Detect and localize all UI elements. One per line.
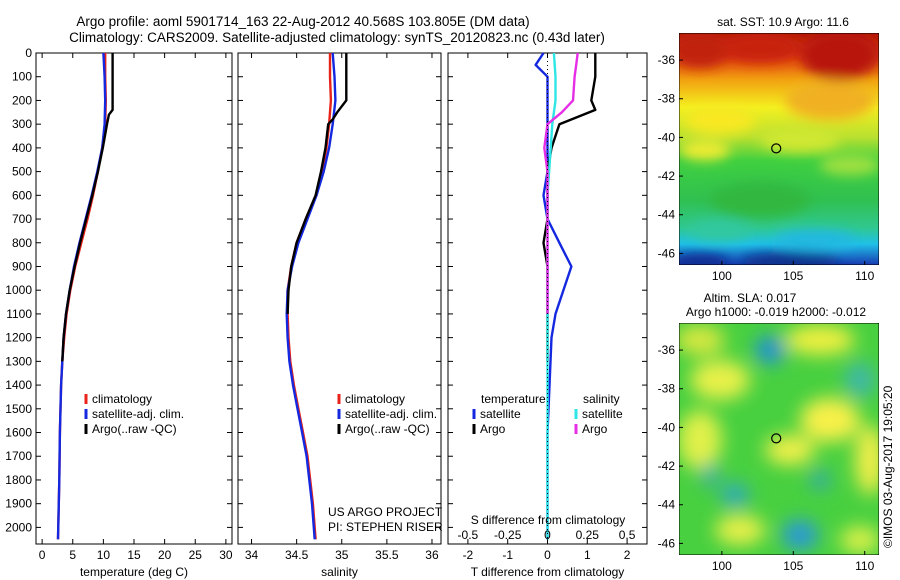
sla-map-ytick-label: -42 [658,459,676,473]
sst-map-xtick-label: 110 [855,269,874,283]
depth-tick-label: 200 [12,93,32,107]
difference-xtick-label: 1 [584,548,591,562]
sst-map-xtick-label: 105 [783,269,803,283]
temperature-xtick-label: 30 [219,548,233,562]
depth-tick-label: 1100 [6,307,32,321]
depth-tick-label: 1300 [5,354,32,368]
temperature-legend-label: satellite-adj. clim. [92,407,184,421]
salinity-xtick-label: 35.5 [375,548,399,562]
project-annotation: US ARGO PROJECT [328,505,443,519]
diff-legend-label: satellite [582,407,623,421]
diff-xtick2-label: 0 [544,528,551,542]
salinity-legend-label: Argo(..raw -QC) [345,422,430,436]
depth-tick-label: 1900 [5,497,32,511]
temperature-series-2-line [61,53,114,362]
footer-stamp: ©IMOS 03-Aug-2017 19:05:20 [881,385,895,548]
sst-map-title: sat. SST: 10.9 Argo: 11.6 [717,15,849,29]
salinity-legend-label: climatology [345,392,405,406]
temperature-plot: 0 5 10 15 20 25 300100200300400500600700800900… [5,46,233,579]
depth-tick-label: 900 [12,259,32,273]
sla-map-argo-position-marker [771,433,782,444]
salinity-xtick-label: 34.5 [285,548,309,562]
sst-map-argo-position-marker [771,143,782,154]
diff-legend-label: satellite [480,407,521,421]
depth-tick-label: 1200 [5,331,32,345]
diff-xtick2-label: -0.5 [458,528,479,542]
sst-map-ytick-label: -46 [658,246,676,260]
difference-plot: -2 -1 0 1 2 T difference from climatology temp… [447,52,648,579]
difference-xtick-label: 2 [624,548,631,562]
salinity-legend-label: satellite-adj. clim. [345,407,437,421]
salinity-xtick-label: 35 [335,548,349,562]
diff-legend-label: Argo [480,422,506,436]
sst-map-ytick-label: -36 [658,53,676,67]
temperature-frame [35,52,233,545]
diff-xtick2-label: -0.25 [494,528,522,542]
project-annotation: PI: STEPHEN RISER [328,520,443,534]
sla-map-ytick-label: -44 [658,498,676,512]
salinity-xtick-label: 36 [425,548,439,562]
difference-xtick-label: -1 [502,548,513,562]
sst-map-ytick-label: -42 [658,169,676,183]
title-line-2: Climatology: CARS2009. Satellite-adjuste… [69,30,605,45]
diff-xlabel-salinity: S difference from climatology [471,513,626,527]
difference-xtick-label: -2 [463,548,474,562]
depth-tick-label: 500 [12,165,32,179]
sla-map-title-2: Argo h1000: -0.019 h2000: -0.012 [686,305,866,319]
temperature-xtick-label: 20 [158,548,172,562]
sst-map: sat. SST: 10.9 Argo: 11.6 100 105 110 -36 -3… [658,15,879,283]
sla-map-xtick-label: 110 [855,559,874,573]
sla-map: Altim. SLA: 0.017 Argo h1000: -0.019 h20… [658,291,879,573]
sla-map-ytick-label: -38 [658,382,676,396]
salinity-frame [237,52,442,545]
sla-map-ytick-label: -40 [658,420,676,434]
diff-legend-title-salinity: salinity [583,392,620,406]
depth-tick-label: 1000 [5,283,32,297]
diff-legend-title-temperature: temperature [481,392,546,406]
depth-tick-label: 800 [12,236,32,250]
salinity-xtick-label: 34 [245,548,259,562]
temperature-xtick-label: 5 [69,548,76,562]
depth-tick-label: 100 [12,70,32,84]
sst-map-ytick-label: -40 [658,130,676,144]
temperature-xtick-label: 15 [127,548,141,562]
temperature-xtick-label: 25 [189,548,203,562]
sla-map-xtick-label: 105 [783,559,803,573]
depth-tick-label: 700 [12,212,32,226]
sst-map-xtick-label: 100 [712,269,732,283]
depth-tick-label: 1500 [5,402,32,416]
difference-series-0-line [534,52,573,540]
sla-map-ytick-label: -46 [658,536,676,550]
salinity-plot: 34 34.5 35 35.5 36 salinity climatologysatelli… [237,52,443,579]
temperature-legend-label: climatology [92,392,152,406]
depth-tick-label: 1400 [5,378,32,392]
salinity-series-2-line [286,53,348,314]
depth-tick-label: 1800 [5,473,32,487]
depth-tick-label: 1600 [5,426,32,440]
depth-tick-label: 2000 [5,520,32,534]
diff-legend-label: Argo [582,422,608,436]
salinity-xlabel: salinity [321,565,358,579]
sla-map-title-1: Altim. SLA: 0.017 [704,291,797,305]
diff-xtick2-label: 0.25 [576,528,600,542]
sst-map-ytick-label: -38 [658,92,676,106]
sla-map-ytick-label: -36 [658,343,676,357]
difference-series-3-line [543,52,579,314]
title-line-1: Argo profile: aoml 5901714_163 22-Aug-20… [76,14,529,29]
sst-map-ytick-label: -44 [658,208,676,222]
depth-tick-label: 300 [12,117,32,131]
temperature-xtick-label: 0 [39,548,46,562]
diff-xtick2-label: 0.5 [619,528,636,542]
depth-tick-label: 1700 [5,449,32,463]
depth-tick-label: 400 [12,141,32,155]
depth-tick-label: 600 [12,188,32,202]
difference-xlabel: T difference from climatology [471,565,625,579]
temperature-xtick-label: 10 [97,548,111,562]
difference-xtick-label: 0 [544,548,551,562]
depth-tick-label: 0 [25,46,32,60]
sla-map-xtick-label: 100 [712,559,732,573]
temperature-legend-label: Argo(..raw -QC) [92,422,177,436]
temperature-xlabel: temperature (deg C) [80,565,188,579]
